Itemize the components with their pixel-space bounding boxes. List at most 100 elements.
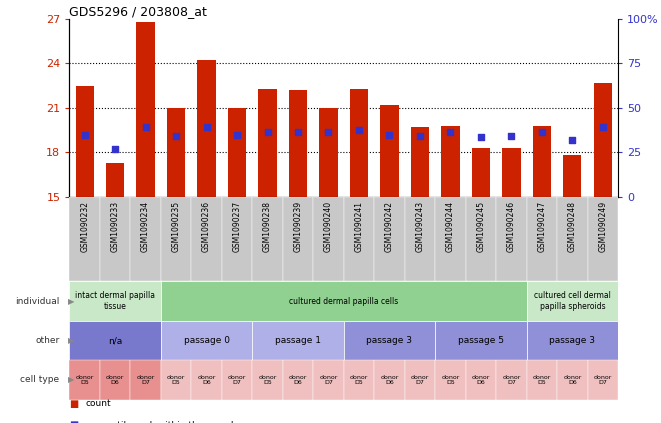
- Text: donor
D5: donor D5: [533, 375, 551, 385]
- Bar: [253, 197, 283, 281]
- Point: [445, 128, 455, 135]
- Text: cell type: cell type: [20, 376, 59, 385]
- Point: [354, 127, 364, 134]
- Text: cultured cell dermal
papilla spheroids: cultured cell dermal papilla spheroids: [534, 291, 611, 311]
- Text: ■: ■: [69, 399, 79, 409]
- Text: other: other: [35, 336, 59, 345]
- Bar: [380, 105, 399, 197]
- Bar: [533, 126, 551, 197]
- Text: ▶: ▶: [68, 336, 75, 345]
- Point: [384, 131, 395, 138]
- Text: passage 0: passage 0: [184, 336, 229, 345]
- Bar: [374, 197, 405, 281]
- Text: GSM1090242: GSM1090242: [385, 201, 394, 252]
- Bar: [161, 360, 191, 400]
- Bar: [69, 197, 100, 281]
- Text: donor
D6: donor D6: [380, 375, 399, 385]
- Bar: [130, 360, 161, 400]
- Text: cultured dermal papilla cells: cultured dermal papilla cells: [289, 297, 399, 305]
- Text: passage 3: passage 3: [549, 336, 596, 345]
- Bar: [405, 360, 435, 400]
- Text: donor
D7: donor D7: [594, 375, 612, 385]
- Bar: [465, 360, 496, 400]
- Point: [323, 128, 334, 135]
- Text: ▶: ▶: [68, 297, 75, 305]
- Bar: [283, 360, 313, 400]
- Bar: [344, 360, 374, 400]
- Text: GSM1090240: GSM1090240: [324, 201, 333, 252]
- Text: GSM1090236: GSM1090236: [202, 201, 211, 252]
- Bar: [374, 360, 405, 400]
- Point: [110, 146, 120, 153]
- Text: donor
D5: donor D5: [167, 375, 185, 385]
- Bar: [557, 360, 588, 400]
- Bar: [75, 86, 94, 197]
- Text: n/a: n/a: [108, 336, 122, 345]
- Bar: [161, 281, 527, 321]
- Bar: [563, 155, 582, 197]
- Text: passage 5: passage 5: [458, 336, 504, 345]
- Bar: [289, 90, 307, 197]
- Point: [293, 128, 303, 135]
- Bar: [344, 321, 435, 360]
- Bar: [69, 360, 100, 400]
- Point: [506, 133, 517, 140]
- Text: ■: ■: [69, 420, 79, 423]
- Bar: [442, 126, 459, 197]
- Text: donor
D6: donor D6: [198, 375, 215, 385]
- Bar: [588, 360, 618, 400]
- Bar: [557, 197, 588, 281]
- Text: count: count: [86, 399, 112, 409]
- Text: GSM1090237: GSM1090237: [233, 201, 241, 252]
- Bar: [496, 197, 527, 281]
- Bar: [410, 127, 429, 197]
- Text: GSM1090233: GSM1090233: [110, 201, 120, 252]
- Bar: [100, 360, 130, 400]
- Bar: [313, 197, 344, 281]
- Bar: [527, 197, 557, 281]
- Bar: [69, 321, 161, 360]
- Text: percentile rank within the sample: percentile rank within the sample: [86, 420, 239, 423]
- Text: GSM1090238: GSM1090238: [263, 201, 272, 252]
- Bar: [258, 89, 277, 197]
- Text: GSM1090232: GSM1090232: [80, 201, 89, 252]
- Point: [202, 124, 212, 131]
- Bar: [527, 360, 557, 400]
- Text: donor
D6: donor D6: [106, 375, 124, 385]
- Bar: [435, 321, 527, 360]
- Bar: [405, 197, 435, 281]
- Bar: [527, 321, 618, 360]
- Bar: [161, 197, 191, 281]
- Bar: [106, 163, 124, 197]
- Bar: [502, 148, 520, 197]
- Bar: [319, 108, 338, 197]
- Text: donor
D7: donor D7: [410, 375, 429, 385]
- Point: [232, 131, 243, 138]
- Point: [140, 124, 151, 131]
- Bar: [496, 360, 527, 400]
- Text: donor
D5: donor D5: [75, 375, 94, 385]
- Bar: [222, 360, 253, 400]
- Bar: [435, 360, 465, 400]
- Bar: [350, 89, 368, 197]
- Bar: [253, 360, 283, 400]
- Bar: [465, 197, 496, 281]
- Text: GSM1090243: GSM1090243: [415, 201, 424, 252]
- Text: passage 3: passage 3: [366, 336, 412, 345]
- Bar: [344, 197, 374, 281]
- Text: GSM1090248: GSM1090248: [568, 201, 577, 252]
- Text: donor
D7: donor D7: [319, 375, 338, 385]
- Text: GSM1090235: GSM1090235: [172, 201, 180, 252]
- Bar: [191, 197, 222, 281]
- Bar: [69, 281, 161, 321]
- Text: GSM1090246: GSM1090246: [507, 201, 516, 252]
- Text: GSM1090247: GSM1090247: [537, 201, 547, 252]
- Text: GSM1090245: GSM1090245: [477, 201, 485, 252]
- Bar: [161, 321, 253, 360]
- Text: GSM1090249: GSM1090249: [598, 201, 607, 252]
- Text: passage 1: passage 1: [275, 336, 321, 345]
- Point: [567, 137, 578, 144]
- Text: GSM1090241: GSM1090241: [354, 201, 364, 252]
- Text: individual: individual: [15, 297, 59, 305]
- Text: donor
D5: donor D5: [258, 375, 277, 385]
